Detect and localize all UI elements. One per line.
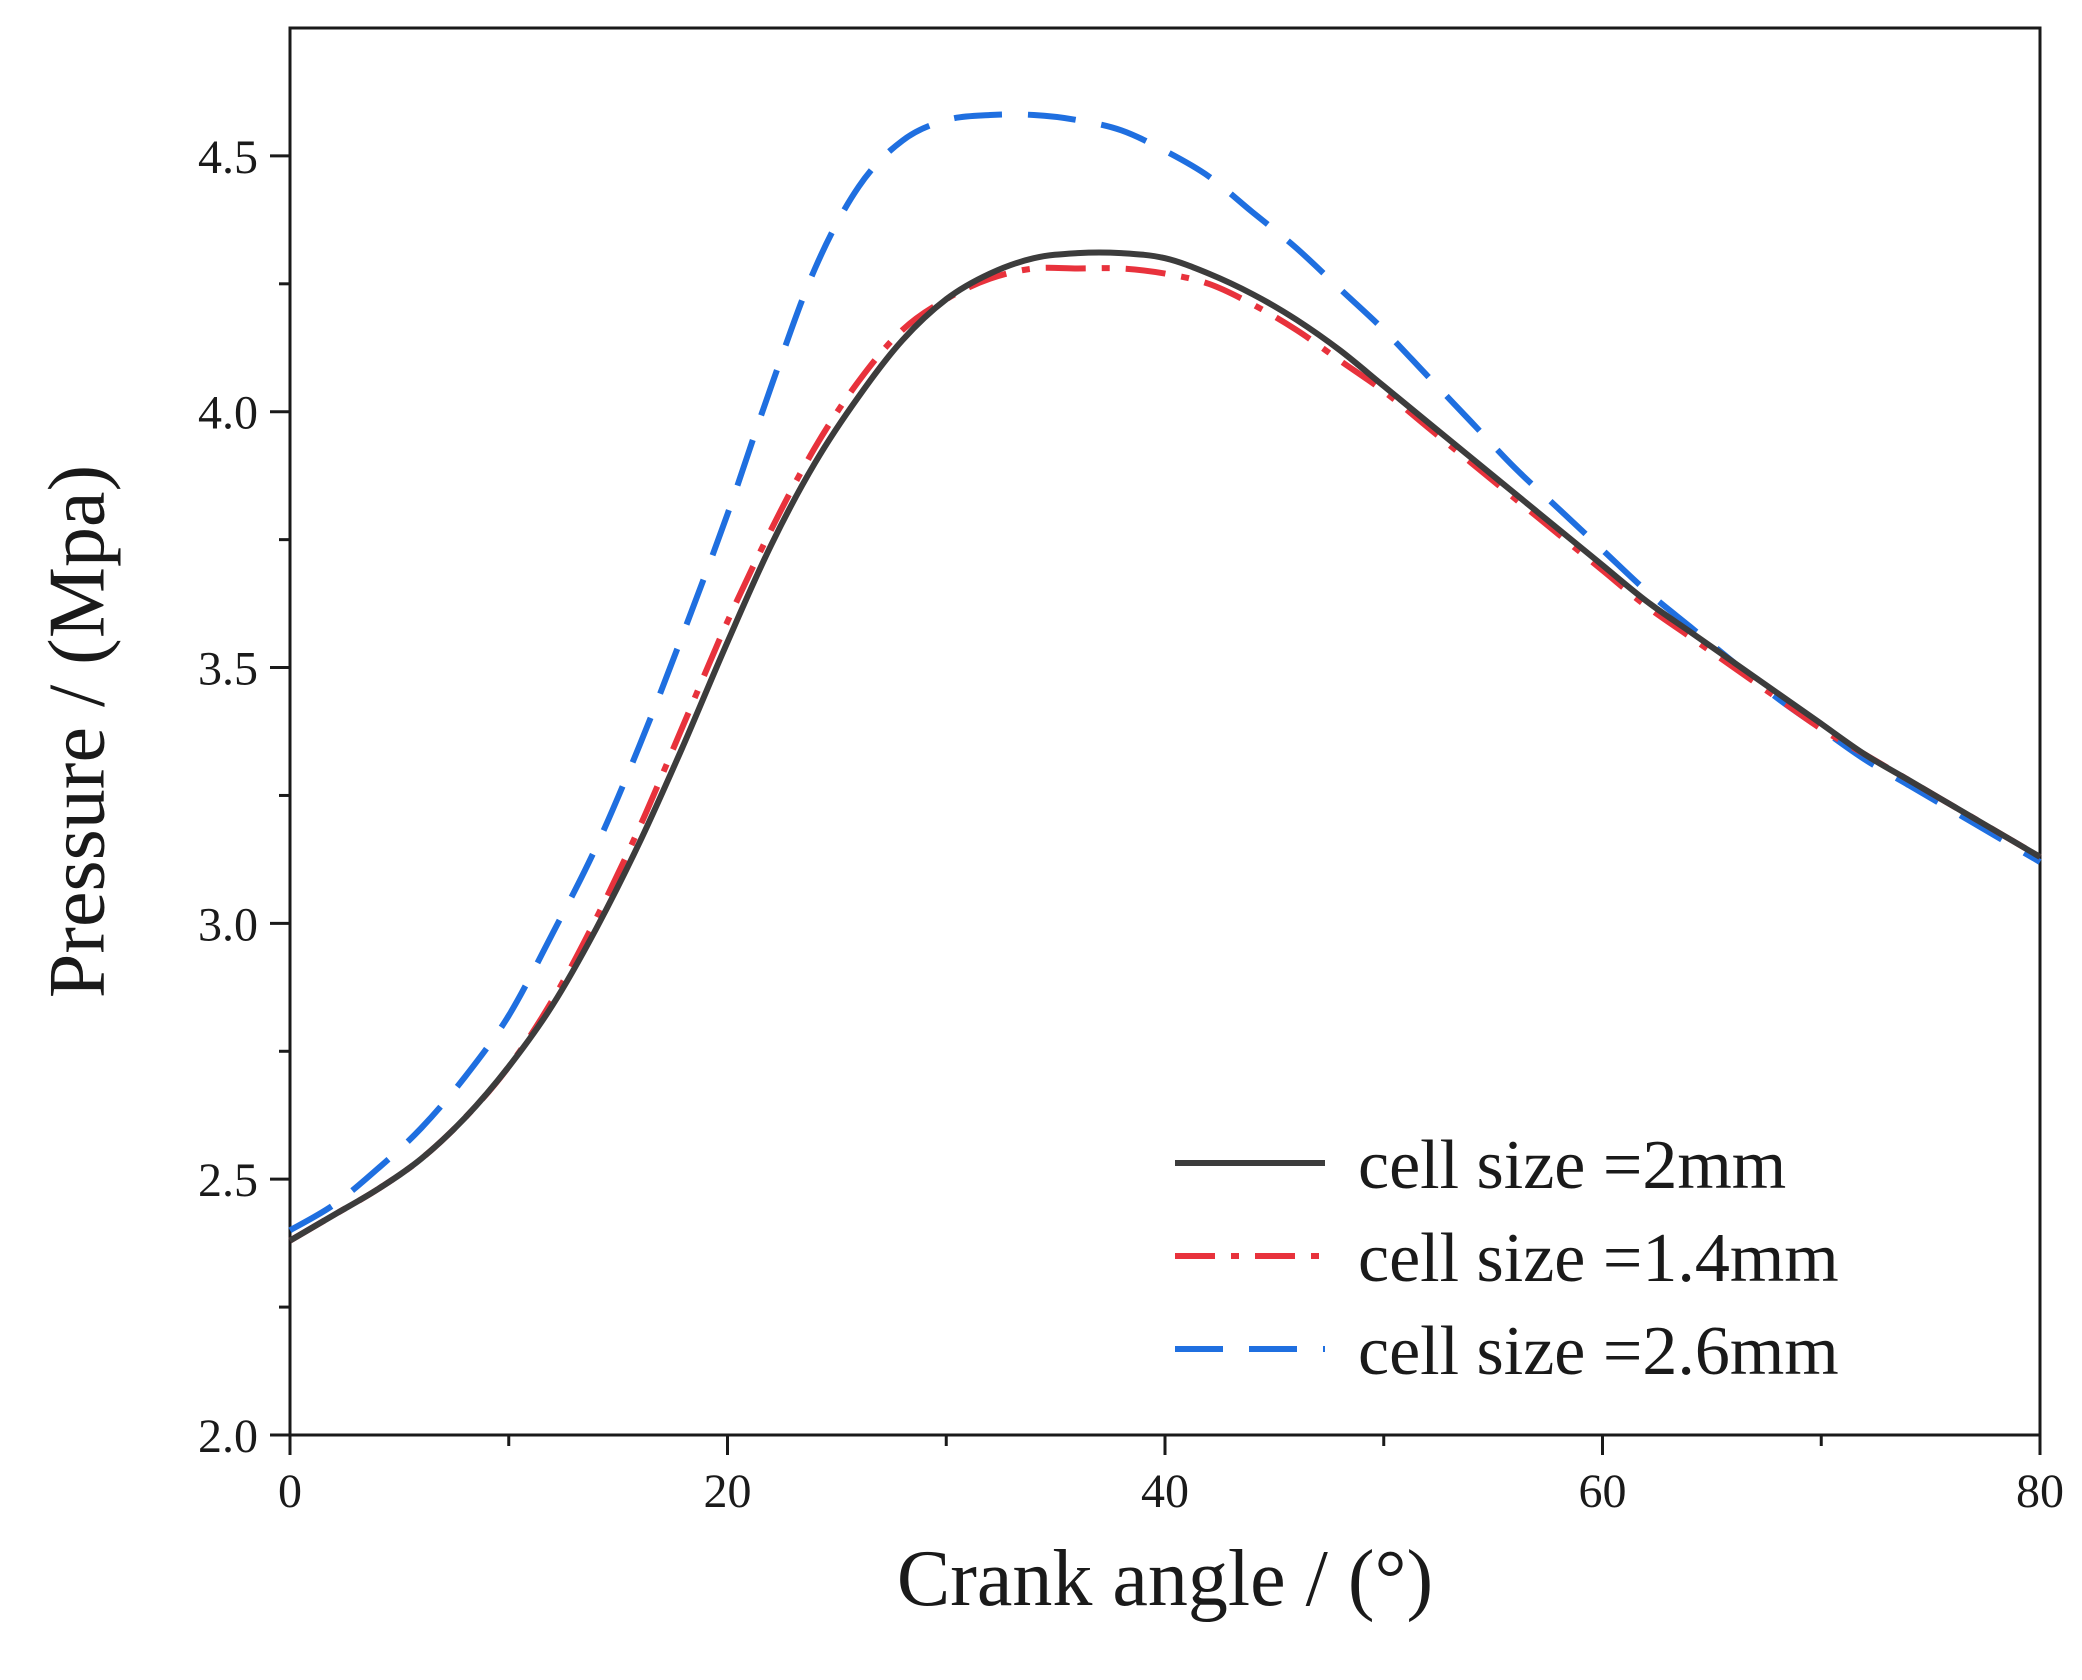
- x-axis-title: Crank angle / (°): [897, 1535, 1433, 1623]
- legend-label: cell size =2mm: [1358, 1127, 1786, 1204]
- y-tick-label: 3.0: [198, 898, 258, 951]
- y-axis-title: Pressure / (Mpa): [33, 465, 121, 998]
- y-tick-label: 3.5: [198, 643, 258, 696]
- series-lines: [288, 111, 2042, 1244]
- y-tick-label: 2.5: [198, 1154, 258, 1207]
- x-tick-label: 0: [278, 1465, 302, 1518]
- series-line-1: [288, 264, 2042, 1244]
- axis-ticks: 0 20 40 60 80 2.0 2.5 3.0 3.5 4.0 4.5: [198, 131, 2064, 1518]
- legend: cell size =2mm cell size =1.4mm cell size …: [1175, 1127, 1839, 1390]
- legend-label: cell size =2.6mm: [1358, 1313, 1839, 1390]
- series-line-0: [288, 249, 2042, 1244]
- x-tick-label: 20: [704, 1465, 752, 1518]
- y-tick-label: 4.5: [198, 131, 258, 184]
- y-tick-label: 4.0: [198, 387, 258, 440]
- x-tick-label: 40: [1141, 1465, 1189, 1518]
- y-tick-label: 2.0: [198, 1410, 258, 1463]
- x-tick-label: 60: [1579, 1465, 1627, 1518]
- x-tick-label: 80: [2016, 1465, 2064, 1518]
- legend-label: cell size =1.4mm: [1358, 1220, 1839, 1297]
- series-line-2: [288, 111, 2042, 1233]
